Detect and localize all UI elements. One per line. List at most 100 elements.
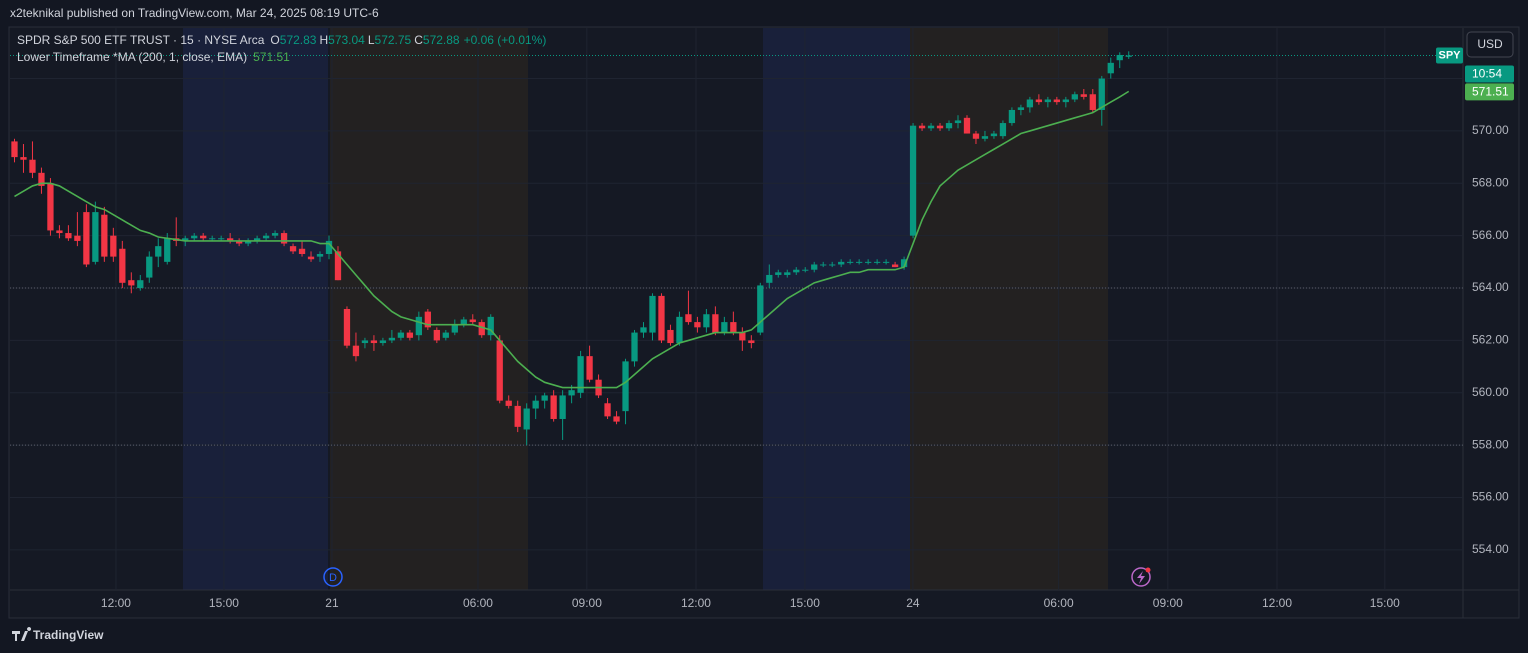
candle-body — [1116, 54, 1123, 61]
candle-body — [38, 172, 45, 186]
countdown-box — [1465, 65, 1514, 83]
candle-body — [514, 405, 521, 427]
candle-body — [280, 233, 288, 244]
candle-body — [1089, 94, 1096, 110]
candle-body — [469, 319, 476, 323]
candle-body — [496, 340, 503, 401]
candle-body — [1080, 94, 1087, 97]
candle-body — [1035, 99, 1043, 103]
candle-body — [29, 159, 36, 173]
candle-body — [289, 246, 297, 252]
overlay: SPDR S&P 500 ETF TRUST · 15 · NYSE Arca O… — [17, 31, 1514, 587]
candle-body — [101, 214, 108, 257]
candle-body — [307, 256, 315, 260]
premarket-band — [183, 28, 328, 590]
candle-body — [235, 240, 243, 244]
candle-body — [397, 332, 405, 338]
candle-body — [847, 261, 854, 263]
brand-name: TradingView — [33, 628, 104, 642]
candle-body — [406, 332, 414, 338]
candle-body — [11, 141, 18, 158]
candle-body — [424, 311, 431, 328]
candle-body — [1008, 109, 1016, 124]
ema-price-box — [1465, 83, 1514, 101]
candle-body — [532, 400, 539, 409]
legend-label: H — [319, 33, 328, 47]
x-tick-label: 12:00 — [1262, 596, 1292, 610]
lightning-icon — [1137, 571, 1145, 584]
candle-body — [1053, 99, 1060, 103]
x-tick-label: 06:00 — [1044, 596, 1074, 610]
y-tick-label: 570.00 — [1472, 123, 1509, 137]
symbol-tag-text: SPY — [1438, 49, 1461, 61]
candle-body — [460, 319, 467, 325]
candle-body — [244, 240, 252, 244]
legend-label: L — [368, 33, 375, 47]
candle-body — [793, 269, 800, 273]
candle-body — [1026, 99, 1034, 108]
brand-logo — [12, 627, 32, 641]
legend-indicator: Lower Timeframe *MA (200, 1, close, EMA)… — [17, 50, 290, 64]
event-marker[interactable] — [1131, 567, 1151, 587]
y-tick-label: 568.00 — [1472, 175, 1509, 189]
candle-body — [56, 230, 63, 234]
candle-body — [1098, 78, 1105, 110]
candle-body — [820, 264, 827, 266]
y-tick-label: 566.00 — [1472, 228, 1509, 242]
candle-body — [757, 285, 764, 333]
candle-body — [110, 235, 117, 257]
candle-body — [676, 316, 683, 344]
candle-body — [352, 345, 360, 357]
countdown-text: 10:54 — [1472, 67, 1502, 81]
currency-box[interactable] — [1466, 31, 1514, 58]
candle-body — [379, 340, 387, 344]
candle-body — [954, 120, 962, 124]
candle-body — [838, 261, 845, 265]
candle-body — [927, 125, 935, 129]
candle-body — [873, 261, 881, 263]
legend-high: 573.04 — [328, 33, 365, 47]
candle-body — [999, 123, 1007, 137]
candle-body — [972, 133, 980, 139]
candle-body — [613, 416, 620, 422]
candle-body — [685, 314, 692, 323]
legend-change: +0.06 (+0.01%) — [464, 33, 547, 47]
currency-label: USD — [1477, 37, 1503, 51]
candle-body — [775, 272, 782, 275]
x-tick-label: 12:00 — [681, 596, 711, 610]
candle-body — [891, 264, 899, 268]
candle-body — [667, 329, 674, 344]
event-circle[interactable] — [1131, 567, 1151, 587]
candle-body — [918, 125, 926, 129]
candle-body — [1017, 107, 1025, 110]
candle-body — [577, 356, 584, 393]
candle-body — [1071, 94, 1078, 100]
marker-text: D — [329, 572, 337, 584]
legend-low: 572.75 — [375, 33, 412, 47]
candle-body — [137, 280, 144, 289]
y-tick-label: 564.00 — [1472, 280, 1509, 294]
y-tick-label: 562.00 — [1472, 333, 1509, 347]
candle-body — [748, 340, 755, 344]
candle-body — [900, 259, 908, 268]
candle-body — [550, 395, 557, 419]
candle-body — [334, 251, 342, 281]
candle-body — [361, 340, 369, 344]
candle-body — [856, 261, 863, 263]
x-tick-label: 12:00 — [101, 596, 131, 610]
legend-label: C — [414, 33, 423, 47]
candle-body — [802, 269, 809, 271]
candle-body — [119, 248, 126, 283]
plot — [10, 28, 1463, 590]
premarket-band — [763, 28, 910, 590]
candle-body — [559, 395, 566, 419]
currency-button[interactable]: USD — [1466, 31, 1514, 58]
ema-price-label: 571.51 — [1472, 85, 1509, 99]
candle-body — [20, 157, 27, 160]
candle-body — [631, 332, 638, 362]
candle-body — [262, 235, 270, 239]
y-tick-label: 558.00 — [1472, 437, 1509, 451]
session-marker: D — [323, 567, 343, 587]
candle-body — [442, 332, 449, 338]
